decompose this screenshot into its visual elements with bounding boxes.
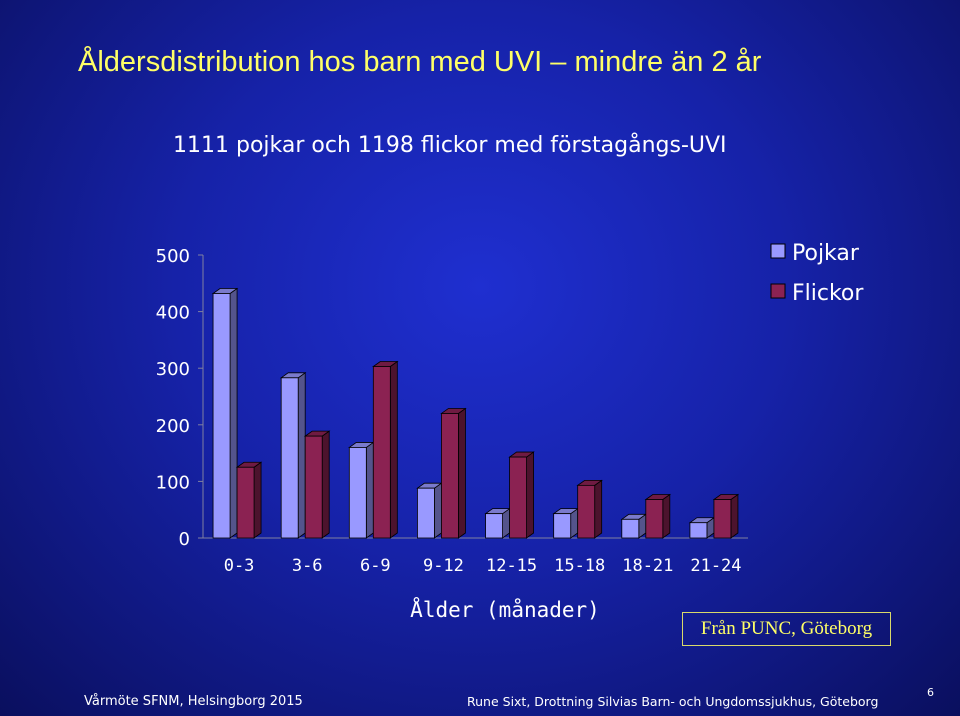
bar-flickor-9-12 xyxy=(440,407,467,539)
bar-side xyxy=(594,479,603,539)
bar-side xyxy=(389,360,398,539)
bar-flickor-12-15 xyxy=(508,451,535,539)
bar-front xyxy=(348,447,367,539)
x-tick-labels: 0-3 3-6 6-9 9-12 12-15 15-18 18-21 21-24 xyxy=(224,556,742,576)
slide-subtitle: 1111 pojkar och 1198 flickor med förstag… xyxy=(173,133,727,158)
bar-front xyxy=(304,435,323,539)
slide-title: Åldersdistribution hos barn med UVI – mi… xyxy=(78,46,762,78)
bar-pojkar-18-21 xyxy=(620,513,648,539)
bar-front xyxy=(577,484,596,539)
x-tick-label: 21-24 xyxy=(690,556,741,576)
y-tick-label: 400 xyxy=(156,303,190,324)
bar-flickor-3-6 xyxy=(303,430,331,539)
y-tick-labels: 0 100 200 300 400 500 xyxy=(156,246,203,550)
bar-front xyxy=(236,466,255,539)
bar-pojkar-15-18 xyxy=(552,507,579,539)
y-tick-label: 300 xyxy=(156,359,190,380)
chart-bars xyxy=(211,287,740,539)
bar-front xyxy=(485,513,503,539)
y-tick-label: 0 xyxy=(179,529,190,550)
bar-side xyxy=(526,451,534,539)
bar-front xyxy=(212,293,231,539)
bar-front xyxy=(280,377,299,539)
x-tick-label: 3-6 xyxy=(292,556,323,576)
bar-side xyxy=(365,441,374,539)
bar-pojkar-21-24 xyxy=(688,516,716,539)
x-tick-label: 9-12 xyxy=(423,556,464,576)
y-tick-label: 200 xyxy=(156,416,190,437)
bar-front xyxy=(441,413,459,539)
x-tick-label: 6-9 xyxy=(360,556,391,576)
y-tick-label: 500 xyxy=(156,246,190,267)
bar-front xyxy=(645,499,664,539)
x-axis-label: Ålder (månader) xyxy=(410,596,600,622)
bar-pojkar-0-3 xyxy=(211,287,239,539)
bar-side xyxy=(662,493,671,539)
footer-left: Vårmöte SFNM, Helsingborg 2015 xyxy=(84,694,303,709)
footer-right: Rune Sixt, Drottning Silvias Barn- och U… xyxy=(467,694,879,709)
bar-pojkar-12-15 xyxy=(484,507,511,539)
chart-legend: Pojkar Flickor xyxy=(770,241,864,306)
bar-front xyxy=(509,456,527,539)
bar-flickor-18-21 xyxy=(644,493,672,539)
bar-side xyxy=(434,482,442,539)
bar-flickor-21-24 xyxy=(712,493,740,539)
page-number: 6 xyxy=(927,686,934,699)
x-tick-label: 15-18 xyxy=(554,556,605,576)
bar-pojkar-3-6 xyxy=(279,372,307,539)
x-tick-label: 0-3 xyxy=(224,556,255,576)
x-tick-label: 12-15 xyxy=(486,556,537,576)
bar-flickor-6-9 xyxy=(372,360,399,539)
legend-label-flickor: Flickor xyxy=(792,281,864,306)
source-box: Från PUNC, Göteborg xyxy=(682,612,891,646)
bar-flickor-0-3 xyxy=(235,461,263,539)
bar-side xyxy=(229,287,238,539)
bar-side xyxy=(458,407,466,539)
bar-front xyxy=(621,518,640,539)
bar-pojkar-9-12 xyxy=(416,482,443,539)
bar-front xyxy=(553,513,572,539)
bar-front xyxy=(713,499,732,539)
y-tick-label: 100 xyxy=(156,472,190,493)
legend-swatch-pojkar xyxy=(770,243,786,259)
bar-front xyxy=(417,487,435,539)
x-tick-label: 18-21 xyxy=(622,556,673,576)
bar-side xyxy=(321,430,330,539)
bar-side xyxy=(253,461,262,539)
bar-front xyxy=(689,522,708,539)
bar-pojkar-6-9 xyxy=(348,441,375,539)
bar-side xyxy=(297,372,306,539)
bar-front xyxy=(372,366,391,539)
bar-flickor-15-18 xyxy=(576,479,603,539)
legend-swatch-flickor xyxy=(770,283,786,299)
legend-label-pojkar: Pojkar xyxy=(792,241,860,266)
bar-side xyxy=(730,493,739,539)
